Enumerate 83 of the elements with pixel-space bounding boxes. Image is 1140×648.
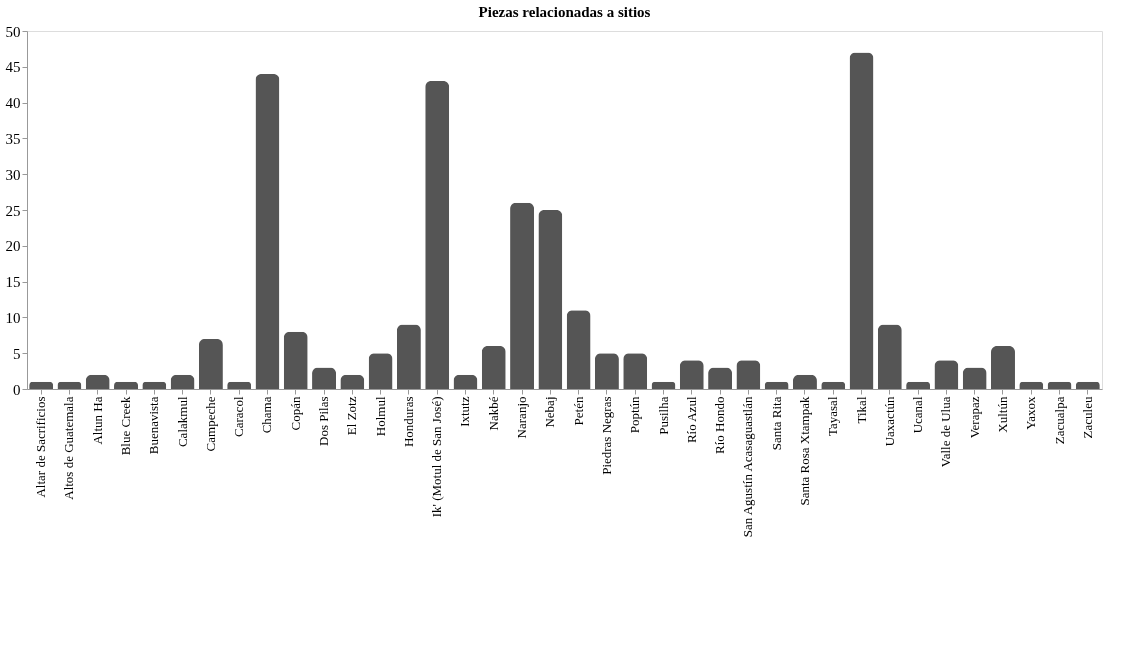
y-tick-label: 25: [5, 202, 21, 219]
x-tick-label: Holmul: [372, 396, 388, 437]
y-tick-label: 40: [5, 95, 21, 112]
y-tick-label: 15: [5, 274, 21, 291]
x-tick-label: Nakbé: [485, 396, 501, 431]
x-tick-label: Altar de Sacrificios: [33, 396, 49, 498]
x-tick-label: Altun Ha: [89, 396, 105, 445]
x-tick-label: Nebaj: [542, 396, 558, 428]
x-tick-label: Tayasal: [825, 396, 841, 437]
x-tick-label: Caracol: [231, 396, 247, 437]
bar: [57, 381, 82, 389]
x-tick-label: Verapaz: [966, 396, 982, 439]
x-tick-label: Valle de Ulua: [938, 396, 954, 468]
bar: [142, 381, 167, 389]
bar: [594, 353, 619, 389]
bar: [396, 324, 421, 389]
x-tick-label: Copán: [287, 396, 303, 431]
bar: [934, 360, 959, 389]
bar: [425, 81, 450, 389]
x-tick-label: Santa Rita: [768, 396, 784, 451]
x-tick-label: Ucanal: [910, 396, 926, 434]
x-tick-label: Zaculeu: [1079, 396, 1095, 439]
x-tick-label: Río Azul: [683, 396, 699, 444]
bar: [368, 353, 393, 389]
bar: [312, 367, 337, 389]
y-tick-label: 20: [5, 238, 21, 255]
bar: [679, 360, 704, 389]
x-tick-label: Santa Rosa Xtampak: [796, 396, 812, 506]
bar: [736, 360, 761, 389]
y-tick-label: 5: [13, 345, 21, 362]
x-tick-label: Campeche: [202, 396, 218, 452]
bar: [623, 353, 648, 389]
chart-title: Piezas relacionadas a sitios: [478, 4, 651, 20]
y-tick-label: 30: [5, 166, 21, 183]
bar: [255, 73, 280, 389]
x-tick-label: Buenavista: [146, 396, 162, 455]
bar: [538, 210, 563, 389]
bar: [1075, 381, 1100, 389]
x-tick-label: Dos Pilas: [316, 396, 332, 446]
x-tick-label: Yaxox: [1023, 396, 1039, 430]
x-tick-label: Calakmul: [174, 396, 190, 448]
x-tick-label: Zacualpa: [1051, 396, 1067, 445]
bar: [708, 367, 733, 389]
bar: [877, 324, 902, 389]
x-tick-label: Río Hondo: [712, 396, 728, 454]
bar: [821, 381, 846, 389]
bar: [962, 367, 987, 389]
x-tick-label: Piedras Negras: [598, 396, 614, 475]
bar: [114, 381, 139, 389]
bar: [1019, 381, 1044, 389]
bar: [283, 331, 308, 389]
x-tick-label: El Zotz: [344, 396, 360, 436]
x-tick-label: Naranjo: [514, 396, 530, 439]
bar: [990, 346, 1015, 389]
x-tick-label: Poptún: [627, 396, 643, 434]
bar: [764, 381, 789, 389]
y-tick-label: 35: [5, 130, 21, 147]
x-tick-label: Xultún: [994, 396, 1010, 433]
bar: [227, 381, 252, 389]
y-tick-label: 45: [5, 59, 21, 76]
bar: [510, 202, 535, 389]
y-tick-label: 50: [5, 23, 21, 40]
x-tick-label: Petén: [570, 396, 586, 426]
x-tick-label: Tikal: [853, 396, 869, 424]
bar: [651, 381, 676, 389]
y-tick-label: 10: [5, 309, 21, 326]
y-tick-label: 0: [13, 381, 21, 398]
x-tick-label: Chama: [259, 396, 275, 434]
x-tick-label: Ixtutz: [457, 396, 473, 427]
x-tick-label: Altos de Guatemala: [61, 396, 77, 500]
x-tick-label: Uaxactún: [881, 396, 897, 447]
bar: [29, 381, 54, 389]
x-tick-label: Pusilha: [655, 396, 671, 435]
bar: [566, 310, 591, 389]
bar: [906, 381, 931, 389]
bar: [198, 338, 223, 389]
bar: [481, 346, 506, 389]
x-tick-label: San Agustín Acasaguastlán: [740, 396, 756, 538]
bar: [849, 52, 874, 389]
x-tick-label: Blue Creek: [118, 396, 134, 456]
x-tick-label: Ik' (Motul de San José): [429, 396, 445, 518]
x-tick-label: Honduras: [400, 396, 416, 448]
bar: [1047, 381, 1072, 389]
